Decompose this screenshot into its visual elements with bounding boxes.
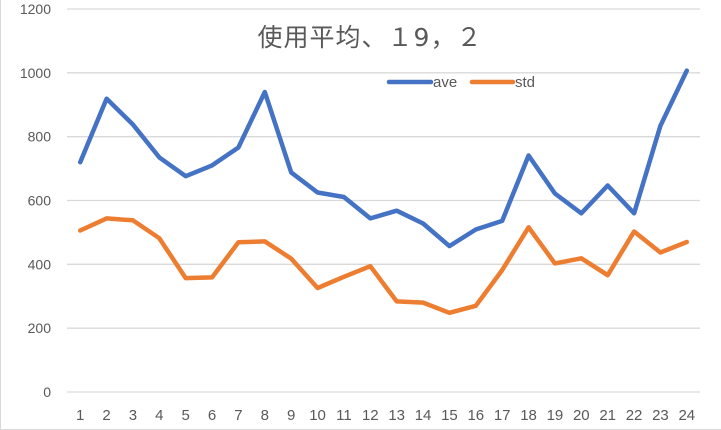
x-tick-label: 20 [573,407,590,424]
legend-label-ave: ave [433,74,457,91]
x-tick-label: 17 [494,407,511,424]
x-tick-label: 21 [599,407,616,424]
x-tick-label: 5 [182,407,190,424]
x-tick-label: 7 [234,407,242,424]
chart-title: 使用平均、１9，２ [257,23,483,52]
x-tick-label: 16 [467,407,484,424]
y-tick-label: 800 [28,129,52,145]
x-tick-label: 14 [415,407,432,424]
x-tick-label: 6 [208,407,216,424]
x-tick-label: 24 [678,407,695,424]
y-tick-label: 200 [28,320,52,336]
x-tick-label: 10 [309,407,326,424]
x-tick-label: 4 [155,407,163,424]
x-tick-label: 2 [102,407,110,424]
legend-label-std: std [515,74,535,91]
x-tick-label: 11 [336,407,352,424]
y-tick-label: 0 [43,384,51,400]
x-tick-label: 13 [388,407,405,424]
x-tick-label: 22 [626,407,643,424]
y-tick-label: 600 [28,193,52,209]
x-tick-label: 15 [441,407,458,424]
y-tick-label: 400 [28,256,52,272]
x-tick-label: 18 [520,407,537,424]
x-tick-label: 1 [76,407,84,424]
x-tick-label: 3 [129,407,137,424]
x-tick-label: 8 [261,407,269,424]
x-tick-label: 23 [652,407,669,424]
x-tick-label: 12 [362,407,379,424]
x-tick-label: 9 [287,407,295,424]
y-tick-label: 1200 [20,1,51,17]
x-tick-label: 19 [547,407,564,424]
series-line-std [77,216,690,316]
y-tick-label: 1000 [20,65,51,81]
series-line-ave [77,68,690,249]
